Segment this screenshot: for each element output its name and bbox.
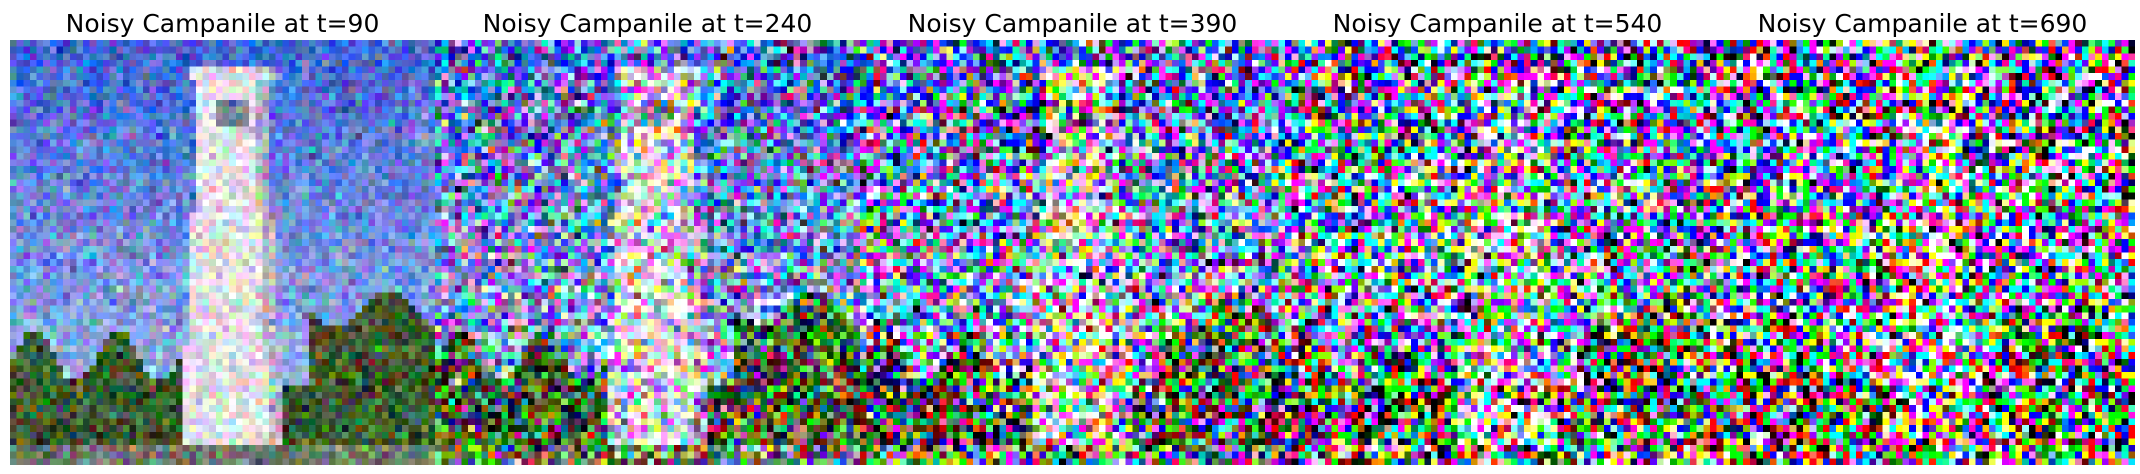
panel-title: Noisy Campanile at t=540 <box>1332 9 1663 38</box>
panel-t540: Noisy Campanile at t=540 <box>1285 0 1710 474</box>
panel-title: Noisy Campanile at t=90 <box>65 9 380 38</box>
panel-title: Noisy Campanile at t=390 <box>907 9 1238 38</box>
panel-t390: Noisy Campanile at t=390 <box>860 0 1285 474</box>
noisy-campanile-image <box>1285 40 1710 465</box>
panel-t90: Noisy Campanile at t=90 <box>10 0 435 474</box>
noisy-campanile-image <box>860 40 1285 465</box>
noisy-campanile-image <box>435 40 860 465</box>
panel-t690: Noisy Campanile at t=690 <box>1710 0 2135 474</box>
noisy-campanile-image <box>10 40 435 465</box>
panel-title: Noisy Campanile at t=690 <box>1757 9 2088 38</box>
panel-title: Noisy Campanile at t=240 <box>482 9 813 38</box>
noisy-campanile-image <box>1710 40 2135 465</box>
panel-t240: Noisy Campanile at t=240 <box>435 0 860 474</box>
